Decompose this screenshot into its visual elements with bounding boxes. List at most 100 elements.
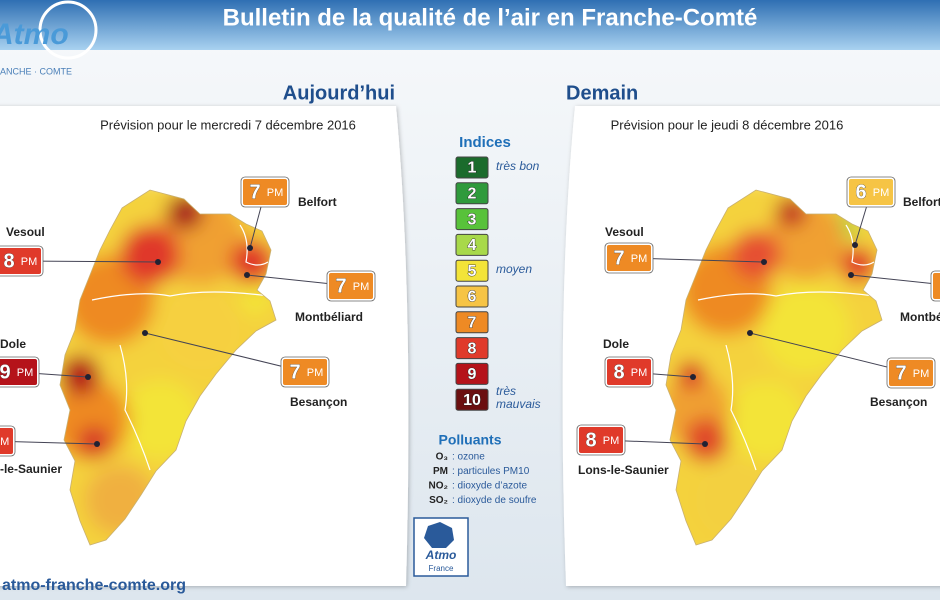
map-blob [731, 230, 781, 280]
legend-index: 9 [468, 366, 477, 383]
index-badge [0, 357, 39, 387]
badge-pollutant: PM [913, 368, 930, 380]
pollutant-description: : dioxyde de soufre [452, 495, 537, 506]
map-blob [60, 355, 100, 395]
city-dot [142, 330, 148, 336]
legend-swatch [455, 233, 489, 256]
city-name: Lons-le-Saunier [578, 463, 669, 477]
badge-index: 7 [895, 362, 906, 384]
legend-index: 1 [468, 160, 477, 177]
footer-url: atmo-franche-comte.org [2, 577, 186, 594]
panel-subtitle: Prévision pour le mercredi 7 décembre 20… [100, 117, 356, 132]
badge-outline [604, 242, 654, 274]
legend-index: 3 [468, 211, 477, 228]
badge-index: 7 [335, 275, 346, 297]
city-name: Montbéliard [900, 310, 940, 324]
city-dot [85, 374, 91, 380]
badge-pollutant: PM [267, 187, 284, 199]
city-name: Besançon [870, 395, 927, 409]
map-blob [60, 380, 130, 460]
badge-outline [576, 424, 626, 456]
badge-pollutant: PM [17, 367, 34, 379]
legend-index: 2 [468, 186, 477, 203]
index-badge [847, 177, 895, 207]
legend-swatch [455, 362, 489, 385]
pollutants-title: Polluants [438, 432, 501, 448]
legend-swatch [455, 182, 489, 205]
legend-index: 8 [468, 340, 477, 357]
badge-index: 7 [613, 247, 624, 269]
legend-swatch [455, 337, 489, 360]
city-dot [852, 242, 858, 248]
badge-pollutant: PM [21, 256, 38, 268]
city-dot [247, 245, 253, 251]
panel-heading: Aujourd’hui [283, 82, 395, 104]
map-blob [160, 290, 240, 370]
index-badge [0, 426, 15, 456]
pollutant-description: : particules PM10 [452, 466, 530, 477]
legend-swatch [455, 156, 489, 179]
city-name: Belfort [298, 195, 337, 209]
badge-pollutant: PM [353, 281, 370, 293]
leader-line [144, 332, 306, 373]
badge-pollutant: PM [307, 367, 324, 379]
legend-title: Indices [459, 134, 511, 151]
index-badge [577, 425, 625, 455]
department-border [697, 291, 875, 301]
badge-outline [846, 176, 896, 208]
badge-index: 8 [613, 361, 624, 383]
legend-swatch [455, 311, 489, 334]
pollutant-code: SO₂ [429, 495, 448, 506]
legend-label: très bon [496, 159, 540, 173]
legend-index: 7 [468, 315, 477, 332]
badge-index: 8 [585, 429, 596, 451]
map-blob [78, 426, 110, 458]
badge-outline [604, 356, 654, 388]
city-name: Dole [0, 337, 26, 351]
pollutant-code: NO₂ [429, 481, 448, 492]
badge-outline [930, 270, 940, 302]
city-dot [702, 441, 708, 447]
badge-outline [326, 270, 376, 302]
map-blob [684, 418, 728, 462]
city-dot [848, 272, 854, 278]
city-dot [761, 259, 767, 265]
legend-index: 4 [468, 237, 477, 254]
city-dot [690, 374, 696, 380]
city-dot [244, 272, 250, 278]
city-dot [747, 330, 753, 336]
index-badge [931, 271, 940, 301]
legend-swatch [455, 259, 489, 282]
panel-heading: Demain [566, 82, 638, 104]
badge-index: 7 [289, 361, 300, 383]
logo-region: FRANCHE · COMTE [0, 66, 72, 76]
badge-pollutant: PM [631, 253, 648, 265]
badge-outline [280, 356, 330, 388]
index-badge [605, 357, 653, 387]
department-border [239, 224, 269, 266]
badge-outline [886, 357, 936, 389]
city-name: Belfort [903, 195, 940, 209]
pollutant-description: : dioxyde d’azote [452, 481, 527, 492]
department-border [91, 291, 269, 301]
department-border [119, 344, 151, 471]
index-badge [327, 271, 375, 301]
legend-label: moyen [496, 262, 533, 277]
legend-index: 6 [468, 289, 477, 306]
legend-swatch [455, 285, 489, 308]
badge-outline [0, 425, 16, 457]
city-name: Vesoul [6, 225, 45, 239]
badge-pollutant: PM [873, 187, 890, 199]
badge-pollutant: PM [603, 435, 620, 447]
leader-line [749, 332, 912, 374]
city-dot [155, 259, 161, 265]
pollutant-description: : ozone [452, 452, 485, 463]
page-title: Bulletin de la qualité de l’air en Franc… [223, 4, 758, 31]
badge-pollutant: PM [631, 367, 648, 379]
index-badge [281, 357, 329, 387]
city-name: Montbéliard [295, 310, 363, 324]
index-badge [0, 246, 43, 276]
pollutant-code: O₃ [436, 452, 449, 463]
footer-logo-country: France [429, 564, 454, 573]
